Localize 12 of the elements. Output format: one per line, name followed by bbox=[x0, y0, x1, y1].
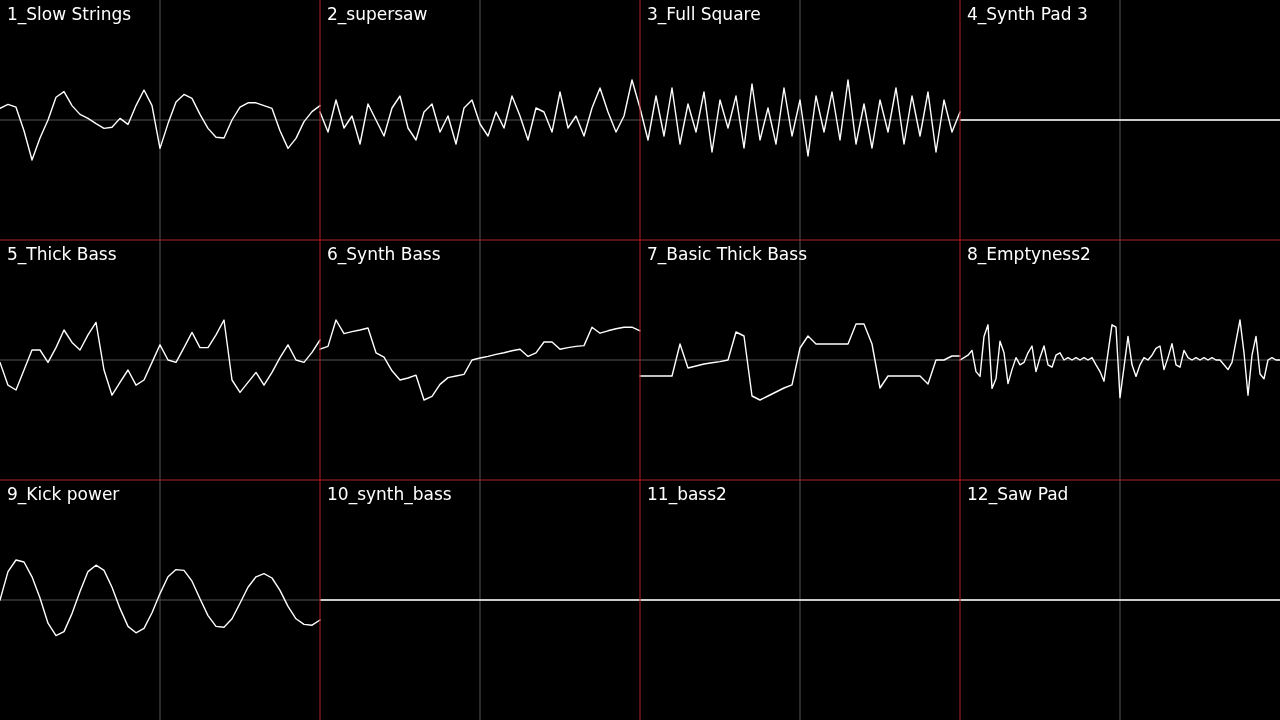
text: 12_Saw Pad bbox=[967, 484, 1069, 505]
chart-title: 6_Synth Bass bbox=[327, 244, 441, 265]
chart-title: 1_Slow Strings bbox=[7, 4, 132, 25]
chart-title: 3_Full Square bbox=[647, 4, 761, 25]
chart-title: 2_supersaw bbox=[327, 4, 428, 25]
chart-title: 7_Basic Thick Bass bbox=[647, 244, 808, 265]
chart-title: 8_Emptyness2 bbox=[967, 244, 1091, 265]
text: 4_Synth Pad 3 bbox=[967, 4, 1088, 25]
text: 10_synth_bass bbox=[327, 484, 452, 505]
text: 11_bass2 bbox=[647, 484, 727, 505]
chart-title: 9_Kick power bbox=[7, 484, 120, 505]
chart-title: 5_Thick Bass bbox=[7, 244, 117, 265]
